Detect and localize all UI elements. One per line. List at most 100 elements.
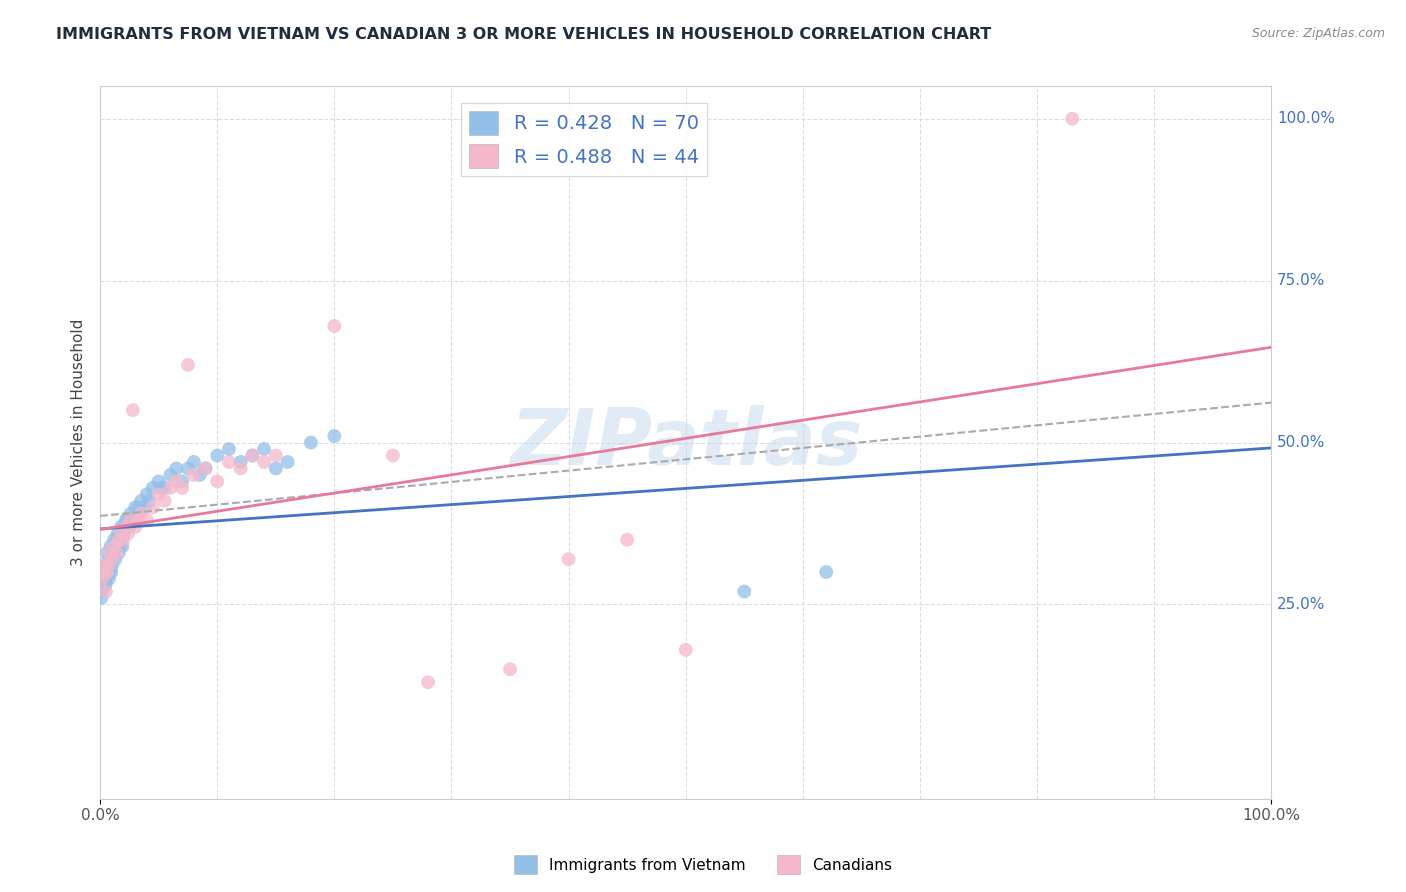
Y-axis label: 3 or more Vehicles in Household: 3 or more Vehicles in Household	[72, 318, 86, 566]
Point	[101, 558, 124, 573]
Point	[134, 500, 156, 515]
Point	[96, 565, 118, 579]
Point	[104, 539, 127, 553]
Point	[153, 481, 176, 495]
Point	[557, 552, 579, 566]
Point	[120, 507, 142, 521]
Text: 75.0%: 75.0%	[1277, 273, 1326, 288]
Point	[112, 533, 135, 547]
Point	[127, 513, 149, 527]
Point	[188, 467, 211, 482]
Point	[675, 642, 697, 657]
Point	[110, 526, 132, 541]
Point	[94, 572, 117, 586]
Legend: Immigrants from Vietnam, Canadians: Immigrants from Vietnam, Canadians	[508, 849, 898, 880]
Point	[253, 455, 276, 469]
Legend: R = 0.428   N = 70, R = 0.488   N = 44: R = 0.428 N = 70, R = 0.488 N = 44	[461, 103, 707, 176]
Point	[108, 533, 131, 547]
Point	[194, 461, 217, 475]
Point	[122, 513, 145, 527]
Point	[97, 572, 120, 586]
Point	[150, 481, 173, 495]
Point	[94, 584, 117, 599]
Point	[323, 429, 346, 443]
Point	[177, 358, 200, 372]
Point	[97, 558, 120, 573]
Point	[112, 526, 135, 541]
Point	[115, 520, 138, 534]
Point	[499, 662, 522, 676]
Point	[381, 449, 404, 463]
Point	[165, 475, 187, 489]
Point	[97, 552, 120, 566]
Point	[299, 435, 322, 450]
Point	[115, 513, 138, 527]
Point	[90, 584, 112, 599]
Point	[101, 546, 124, 560]
Text: 100.0%: 100.0%	[1277, 112, 1336, 127]
Point	[242, 449, 264, 463]
Point	[172, 481, 194, 495]
Point	[105, 539, 128, 553]
Point	[98, 565, 121, 579]
Point	[122, 403, 145, 417]
Point	[93, 578, 115, 592]
Point	[1062, 112, 1084, 126]
Point	[159, 467, 181, 482]
Point	[97, 558, 120, 573]
Point	[91, 572, 114, 586]
Point	[107, 526, 129, 541]
Point	[94, 578, 117, 592]
Point	[117, 520, 139, 534]
Point	[264, 461, 287, 475]
Point	[114, 520, 136, 534]
Point	[136, 513, 159, 527]
Point	[96, 546, 118, 560]
Point	[108, 546, 131, 560]
Point	[207, 449, 229, 463]
Point	[142, 500, 165, 515]
Point	[165, 461, 187, 475]
Point	[127, 507, 149, 521]
Point	[104, 552, 127, 566]
Point	[101, 546, 124, 560]
Point	[218, 442, 240, 456]
Text: 25.0%: 25.0%	[1277, 597, 1326, 612]
Point	[103, 539, 125, 553]
Point	[96, 565, 118, 579]
Point	[323, 318, 346, 333]
Point	[103, 533, 125, 547]
Point	[229, 455, 252, 469]
Point	[183, 467, 205, 482]
Text: ZIPatlas: ZIPatlas	[509, 405, 862, 481]
Text: Source: ZipAtlas.com: Source: ZipAtlas.com	[1251, 27, 1385, 40]
Point	[177, 461, 200, 475]
Point	[183, 455, 205, 469]
Point	[129, 493, 152, 508]
Text: IMMIGRANTS FROM VIETNAM VS CANADIAN 3 OR MORE VEHICLES IN HOUSEHOLD CORRELATION : IMMIGRANTS FROM VIETNAM VS CANADIAN 3 OR…	[56, 27, 991, 42]
Point	[98, 546, 121, 560]
Point	[105, 546, 128, 560]
Point	[142, 481, 165, 495]
Point	[108, 533, 131, 547]
Point	[159, 481, 181, 495]
Point	[94, 558, 117, 573]
Point	[416, 675, 439, 690]
Point	[124, 520, 146, 534]
Point	[253, 442, 276, 456]
Point	[115, 513, 138, 527]
Point	[229, 461, 252, 475]
Point	[105, 533, 128, 547]
Point	[111, 526, 134, 541]
Point	[120, 513, 142, 527]
Point	[148, 487, 170, 501]
Point	[148, 475, 170, 489]
Point	[101, 552, 124, 566]
Point	[117, 526, 139, 541]
Point	[264, 449, 287, 463]
Point	[276, 455, 298, 469]
Point	[129, 507, 152, 521]
Point	[100, 539, 122, 553]
Point	[128, 500, 150, 515]
Point	[91, 572, 114, 586]
